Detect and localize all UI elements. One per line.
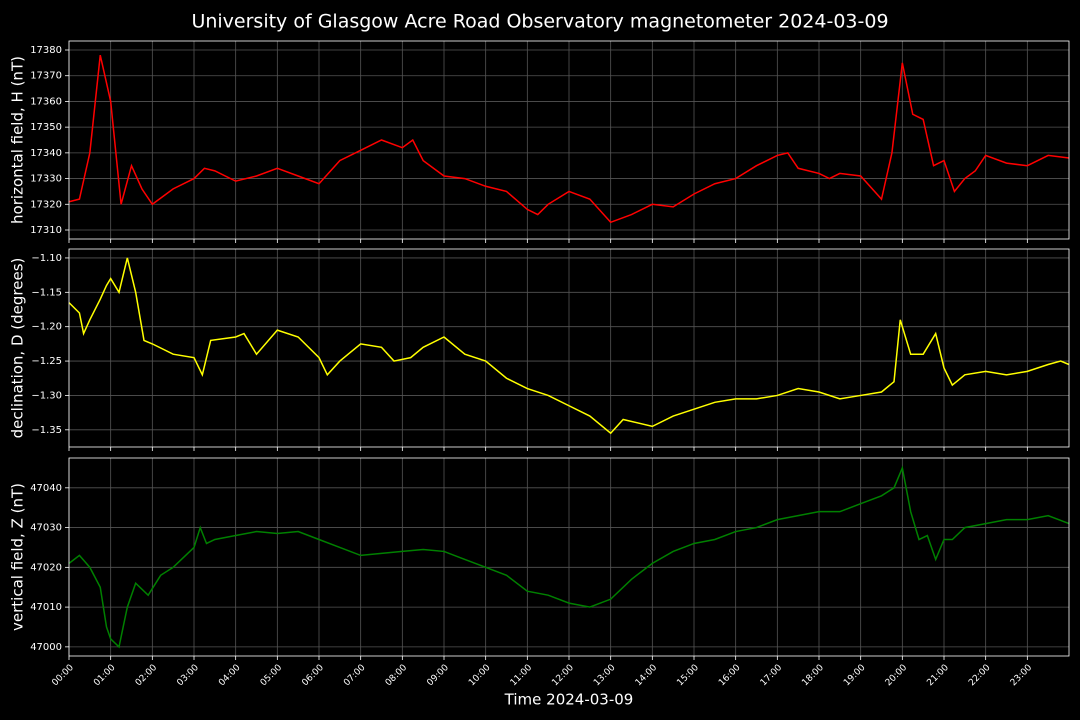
figure-title: University of Glasgow Acre Road Observat…: [191, 11, 888, 33]
y-tick-label: 17360: [30, 96, 62, 107]
y-tick-label: −1.30: [31, 390, 62, 401]
y-tick-label: 17350: [30, 122, 62, 133]
data-line: [68, 465, 1070, 649]
y-axis-label: horizontal field, H (nT): [9, 56, 27, 224]
y-tick-label: 17340: [30, 148, 62, 159]
y-tick-label: −1.20: [31, 322, 62, 333]
y-tick-label: −1.10: [31, 253, 62, 264]
y-axis-label: vertical field, Z (nT): [9, 483, 27, 631]
y-tick-label: −1.15: [31, 287, 62, 298]
y-tick-label: 17380: [30, 45, 62, 56]
y-tick-label: 47020: [30, 562, 62, 573]
y-tick-label: 17310: [30, 225, 62, 236]
x-axis-label: Time 2024-03-09: [504, 691, 634, 709]
y-tick-label: 17330: [30, 174, 62, 185]
y-axis-label: declination, D (degrees): [9, 258, 27, 439]
plot-frame: [68, 248, 1070, 448]
plot-frame: [68, 40, 1070, 240]
y-tick-label: 47040: [30, 483, 62, 494]
y-tick-label: 47000: [30, 642, 62, 653]
y-tick-label: 47010: [30, 602, 62, 613]
plot-frame: [68, 457, 1070, 657]
y-tick-label: 17320: [30, 199, 62, 210]
y-tick-label: −1.25: [31, 356, 62, 367]
y-tick-label: −1.35: [31, 425, 62, 436]
y-tick-label: 17370: [30, 71, 62, 82]
data-line: [68, 257, 1070, 435]
y-tick-label: 47030: [30, 523, 62, 534]
data-line: [68, 54, 1070, 224]
